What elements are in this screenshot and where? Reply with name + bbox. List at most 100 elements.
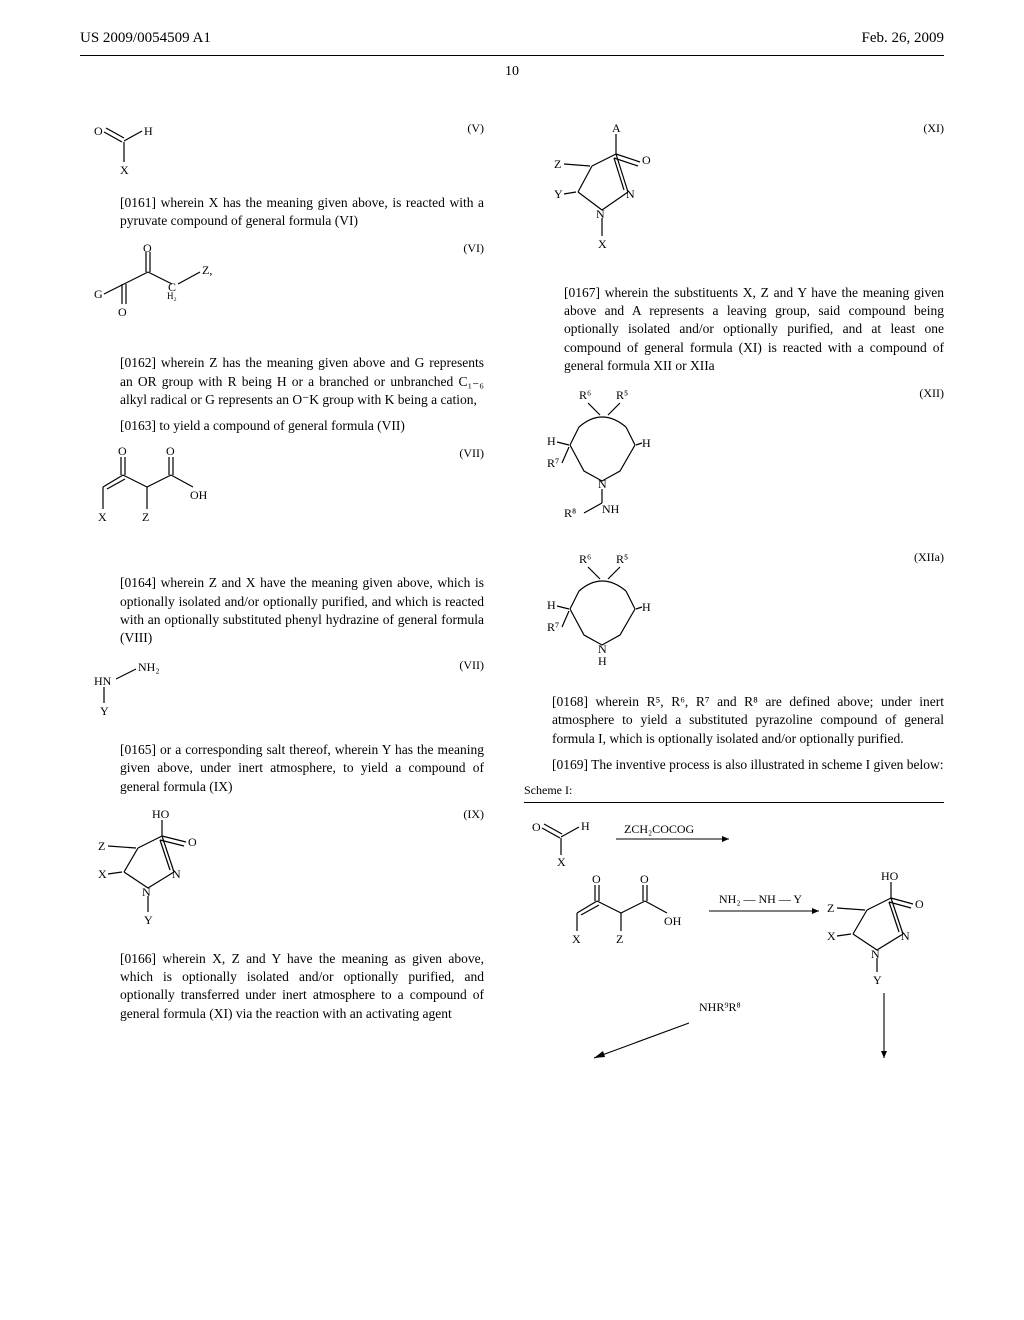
svg-text:X: X <box>827 929 836 943</box>
svg-text:H: H <box>642 600 651 614</box>
svg-text:HN: HN <box>94 674 112 688</box>
svg-text:H: H <box>581 819 590 833</box>
publication-date: Feb. 26, 2009 <box>862 30 945 47</box>
svg-text:N: N <box>626 187 635 201</box>
chemical-structure-IX: (IX) HO O N N Z X Y <box>80 806 484 936</box>
svg-text:H: H <box>547 598 556 612</box>
page-number: 10 <box>0 64 1024 80</box>
paragraph-text: The inventive process is also illustrate… <box>591 757 943 772</box>
paragraph-0168: [0168] wherein R⁵, R⁶, R⁷ and R⁸ are def… <box>524 693 944 748</box>
paragraph-number: [0163] <box>120 418 156 433</box>
svg-text:R⁷: R⁷ <box>547 620 559 634</box>
svg-text:Z,: Z, <box>202 263 212 277</box>
formula-label-VI: (VI) <box>463 240 484 256</box>
paragraph-text: or a corresponding salt thereof, wherein… <box>120 742 484 793</box>
paragraph-text: wherein R⁵, R⁶, R⁷ and R⁸ are defined ab… <box>552 694 944 745</box>
svg-text:NH: NH <box>602 502 620 516</box>
formula-label-XIIa: (XIIa) <box>914 549 944 565</box>
scheme-reagent-3: NHR⁹R⁸ <box>699 1000 741 1014</box>
svg-text:Z: Z <box>616 932 623 946</box>
scheme-reagent-2: NH₂ — NH — Y <box>719 892 802 906</box>
svg-text:O: O <box>915 897 924 911</box>
page-header: US 2009/0054509 A1 Feb. 26, 2009 <box>0 0 1024 52</box>
svg-text:NH₂: NH₂ <box>138 660 160 674</box>
svg-text:H: H <box>547 434 556 448</box>
svg-text:R⁵: R⁵ <box>616 388 628 402</box>
svg-text:HO: HO <box>881 869 899 883</box>
svg-text:R⁸: R⁸ <box>564 506 576 520</box>
paragraph-0169: [0169] The inventive process is also ill… <box>524 756 944 774</box>
svg-text:Z: Z <box>98 839 105 853</box>
paragraph-0161: [0161] wherein X has the meaning given a… <box>80 194 484 230</box>
paragraph-number: [0166] <box>120 951 156 966</box>
chemical-structure-VI: (VI) G O O C H₂ Z, <box>80 240 484 340</box>
scheme-reagent-1: ZCH₂COCOG <box>624 822 695 836</box>
svg-text:Y: Y <box>144 913 153 927</box>
paragraph-number: [0162] <box>120 355 156 370</box>
svg-text:O: O <box>188 835 197 849</box>
svg-text:A: A <box>612 121 621 135</box>
svg-text:X: X <box>598 237 607 251</box>
svg-text:O: O <box>118 305 127 319</box>
svg-text:G: G <box>94 287 103 301</box>
svg-text:O: O <box>94 124 103 138</box>
chemical-structure-XI: (XI) A O N N Z Y X <box>524 120 944 270</box>
formula-label-IX: (IX) <box>463 806 484 822</box>
svg-text:H: H <box>144 124 153 138</box>
paragraph-0162: [0162] wherein Z has the meaning given a… <box>80 354 484 409</box>
svg-text:N: N <box>172 867 181 881</box>
paragraph-number: [0164] <box>120 575 156 590</box>
svg-text:X: X <box>120 163 129 175</box>
formula-label-V: (V) <box>467 120 484 136</box>
svg-text:Y: Y <box>873 973 882 987</box>
chemical-structure-XIIa: (XIIa) R⁶ R⁵ H H R⁷ N H <box>524 549 944 679</box>
paragraph-text: wherein Z has the meaning given above an… <box>120 355 484 406</box>
paragraph-text: wherein X has the meaning given above, i… <box>120 195 484 228</box>
chemical-structure-V: (V) O H X <box>80 120 484 180</box>
svg-text:R⁶: R⁶ <box>579 552 591 566</box>
svg-text:X: X <box>557 855 566 869</box>
paragraph-0163: [0163] to yield a compound of general fo… <box>80 417 484 435</box>
svg-text:X: X <box>98 867 107 881</box>
scheme-label: Scheme I: <box>524 782 944 798</box>
svg-text:Z: Z <box>827 901 834 915</box>
svg-text:Z: Z <box>554 157 561 171</box>
svg-text:H: H <box>642 436 651 450</box>
svg-text:N: N <box>598 477 607 491</box>
svg-text:O: O <box>592 872 601 886</box>
paragraph-number: [0168] <box>552 694 588 709</box>
svg-text:X: X <box>98 510 107 524</box>
formula-label-XI: (XI) <box>923 120 944 136</box>
svg-text:O: O <box>640 872 649 886</box>
svg-text:N: N <box>871 947 880 961</box>
svg-text:O: O <box>166 445 175 458</box>
svg-text:X: X <box>572 932 581 946</box>
paragraph-text: wherein Z and X have the meaning given a… <box>120 575 484 645</box>
svg-text:R⁵: R⁵ <box>616 552 628 566</box>
paragraph-text: wherein X, Z and Y have the meaning as g… <box>120 951 484 1021</box>
scheme-divider <box>524 802 944 803</box>
chemical-structure-VII: (VII) O O OH X Z <box>80 445 484 560</box>
left-column: (V) O H X [0161] wherein X has the meani… <box>80 110 484 1063</box>
svg-text:Y: Y <box>100 704 109 717</box>
svg-text:R⁶: R⁶ <box>579 388 591 402</box>
reaction-scheme-I: O H X ZCH₂COCOG O O <box>524 813 944 1063</box>
formula-label-VII: (VII) <box>459 445 484 461</box>
chemical-structure-XII: (XII) R⁶ R⁵ H H R⁷ N <box>524 385 944 535</box>
header-divider <box>80 55 944 56</box>
svg-text:R⁷: R⁷ <box>547 456 559 470</box>
svg-text:N: N <box>901 929 910 943</box>
svg-text:O: O <box>642 153 651 167</box>
svg-text:H₂: H₂ <box>167 291 177 301</box>
formula-label-XII: (XII) <box>919 385 944 401</box>
right-column: (XI) A O N N Z Y X <box>524 110 944 1063</box>
svg-text:N: N <box>142 885 151 899</box>
paragraph-number: [0169] <box>552 757 588 772</box>
paragraph-number: [0167] <box>564 285 600 300</box>
two-column-layout: (V) O H X [0161] wherein X has the meani… <box>0 80 1024 1063</box>
paragraph-0164: [0164] wherein Z and X have the meaning … <box>80 574 484 647</box>
paragraph-0167: [0167] wherein the substituents X, Z and… <box>524 284 944 375</box>
svg-text:O: O <box>118 445 127 458</box>
formula-label-VIII: (VII) <box>459 657 484 673</box>
paragraph-text: to yield a compound of general formula (… <box>159 418 405 433</box>
